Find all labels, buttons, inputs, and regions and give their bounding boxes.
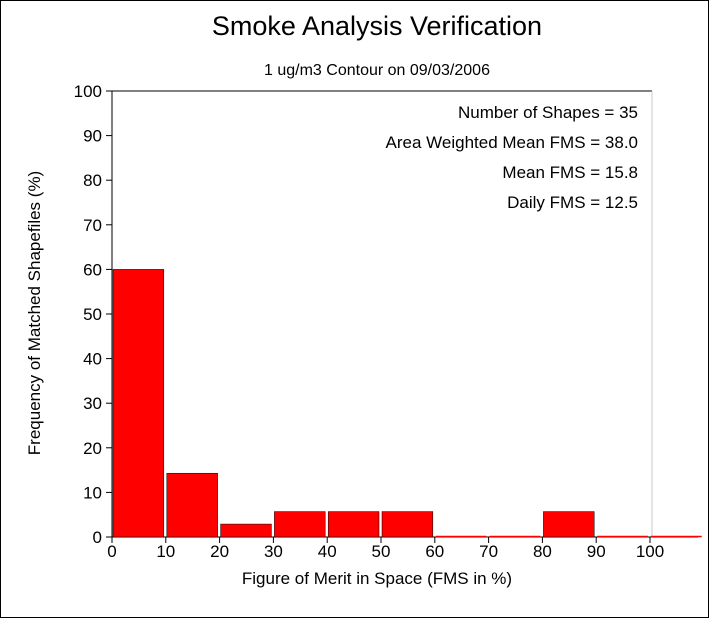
y-tick-label: 80: [83, 171, 102, 190]
x-tick-label: 90: [587, 542, 606, 561]
x-tick-label: 60: [425, 542, 444, 561]
x-axis: 0 10 20 30 40 50 60 70 80 90 100: [107, 537, 664, 561]
stat-line: Area Weighted Mean FMS = 38.0: [386, 133, 638, 152]
chart-title: Smoke Analysis Verification: [212, 11, 542, 41]
x-tick-label: 80: [533, 542, 552, 561]
histogram-bar: [112, 269, 165, 538]
x-tick-label: 50: [372, 542, 391, 561]
x-tick-label: 10: [156, 542, 175, 561]
stat-line: Number of Shapes = 35: [458, 103, 638, 122]
y-tick-label: 40: [83, 350, 102, 369]
histogram-bar: [327, 511, 380, 538]
histogram-bar: [166, 472, 218, 538]
y-tick-label: 0: [93, 528, 102, 547]
histogram-bar: [220, 523, 272, 538]
y-tick-label: 20: [83, 439, 102, 458]
y-tick-label: 60: [83, 260, 102, 279]
plot-area: [111, 90, 698, 538]
x-axis-label: Figure of Merit in Space (FMS in %): [242, 569, 512, 588]
x-tick-label: 0: [107, 542, 116, 561]
y-axis: 0 10 20 30 40 50 60 70 80 90 100: [74, 82, 112, 547]
stats-annotation: Number of Shapes = 35 Area Weighted Mean …: [386, 103, 638, 212]
stat-line: Mean FMS = 15.8: [502, 163, 638, 182]
stat-line: Daily FMS = 12.5: [507, 193, 638, 212]
y-tick-label: 70: [83, 216, 102, 235]
y-axis-label: Frequency of Matched Shapefiles (%): [25, 171, 44, 455]
y-tick-label: 100: [74, 82, 102, 101]
x-tick-label: 40: [318, 542, 337, 561]
histogram-bar: [274, 511, 326, 538]
y-tick-label: 90: [83, 127, 102, 146]
chart-subtitle: 1 ug/m3 Contour on 09/03/2006: [264, 62, 490, 79]
y-tick-label: 50: [83, 305, 102, 324]
y-tick-label: 10: [83, 483, 102, 502]
x-tick-label: 70: [479, 542, 498, 561]
x-tick-label: 100: [636, 542, 664, 561]
x-tick-label: 30: [264, 542, 283, 561]
x-tick-label: 20: [210, 542, 229, 561]
bars-group: [112, 269, 702, 538]
y-tick-label: 30: [83, 394, 102, 413]
histogram-bar: [381, 511, 434, 538]
histogram-bar: [543, 511, 595, 538]
